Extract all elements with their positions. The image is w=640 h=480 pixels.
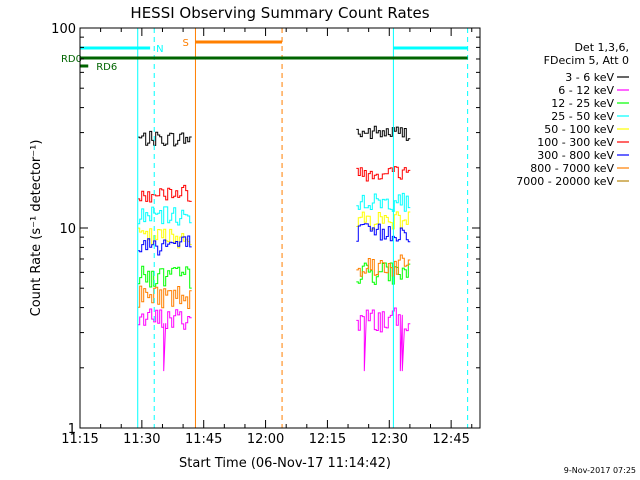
y-tick-label: 10 xyxy=(59,222,76,237)
legend-entry-label: 7000 - 20000 keV xyxy=(516,175,614,188)
legend-entry-label: 50 - 100 keV xyxy=(544,123,614,136)
series-line xyxy=(137,235,192,256)
series-line xyxy=(137,265,192,289)
x-tick-label: 12:45 xyxy=(432,432,469,447)
x-tick-label: 11:45 xyxy=(185,432,222,447)
flag-rd6: RD6 xyxy=(80,62,117,73)
series-line xyxy=(356,166,411,182)
chart-title: HESSI Observing Summary Count Rates xyxy=(130,4,429,22)
series-line xyxy=(137,308,192,372)
legend-header-line-1: Det 1,3,6, xyxy=(574,41,629,54)
series-7 xyxy=(137,223,411,256)
marker-layer xyxy=(137,28,469,428)
series-line xyxy=(356,262,411,285)
series-4 xyxy=(137,192,411,226)
series-line xyxy=(356,192,411,212)
series-2 xyxy=(137,307,411,372)
series-line xyxy=(137,285,192,309)
series-3 xyxy=(137,262,411,289)
flag-rd0: RD0 xyxy=(61,54,468,65)
series-line xyxy=(356,211,411,230)
series-line xyxy=(137,206,192,226)
legend-entry-label: 100 - 300 keV xyxy=(537,136,614,149)
flag-layer: N S RD0 RD6 xyxy=(61,38,468,73)
y-tick-label: 100 xyxy=(51,22,76,37)
x-tick-label: 12:00 xyxy=(247,432,284,447)
x-axis-label: Start Time (06-Nov-17 11:14:42) xyxy=(179,456,391,471)
series-layer xyxy=(137,125,411,372)
legend-header-line-2: FDecim 5, Att 0 xyxy=(544,54,629,67)
tick-layer: 11:15 11:30 11:45 12:00 12:15 12:30 12:45 1 10 10… xyxy=(51,22,480,447)
flag-label: N xyxy=(156,44,163,55)
flag-n: N xyxy=(80,44,468,55)
series-line xyxy=(356,125,411,141)
flag-s: S xyxy=(182,38,283,49)
series-1 xyxy=(137,125,411,147)
legend-entry-label: 800 - 7000 keV xyxy=(530,162,614,175)
y-axis-label: Count Rate (s⁻¹ detector⁻¹) xyxy=(29,140,44,317)
series-line xyxy=(356,307,411,372)
flag-label: S xyxy=(182,38,188,49)
legend-entry-label: 3 - 6 keV xyxy=(565,71,614,84)
legend-entry-label: 6 - 12 keV xyxy=(558,84,614,97)
series-5 xyxy=(137,211,411,249)
series-line xyxy=(137,184,192,203)
flag-label: RD0 xyxy=(61,54,82,65)
legend-entry-label: 300 - 800 keV xyxy=(537,149,614,162)
x-tick-label: 12:15 xyxy=(309,432,346,447)
series-line xyxy=(137,227,192,249)
x-tick-label: 12:30 xyxy=(371,432,408,447)
legend-entry-label: 25 - 50 keV xyxy=(551,110,614,123)
x-tick-label: 11:15 xyxy=(61,432,98,447)
y-tick-label: 1 xyxy=(68,422,76,437)
series-8 xyxy=(137,254,411,309)
flag-label: RD6 xyxy=(96,62,117,73)
legend-entry-label: 12 - 25 keV xyxy=(551,97,614,110)
x-tick-label: 11:30 xyxy=(123,432,160,447)
footer-date: 9-Nov-2017 07:25 xyxy=(564,466,636,475)
series-line xyxy=(356,223,411,243)
series-6 xyxy=(137,166,411,203)
series-line xyxy=(356,254,411,277)
series-line xyxy=(137,130,192,147)
